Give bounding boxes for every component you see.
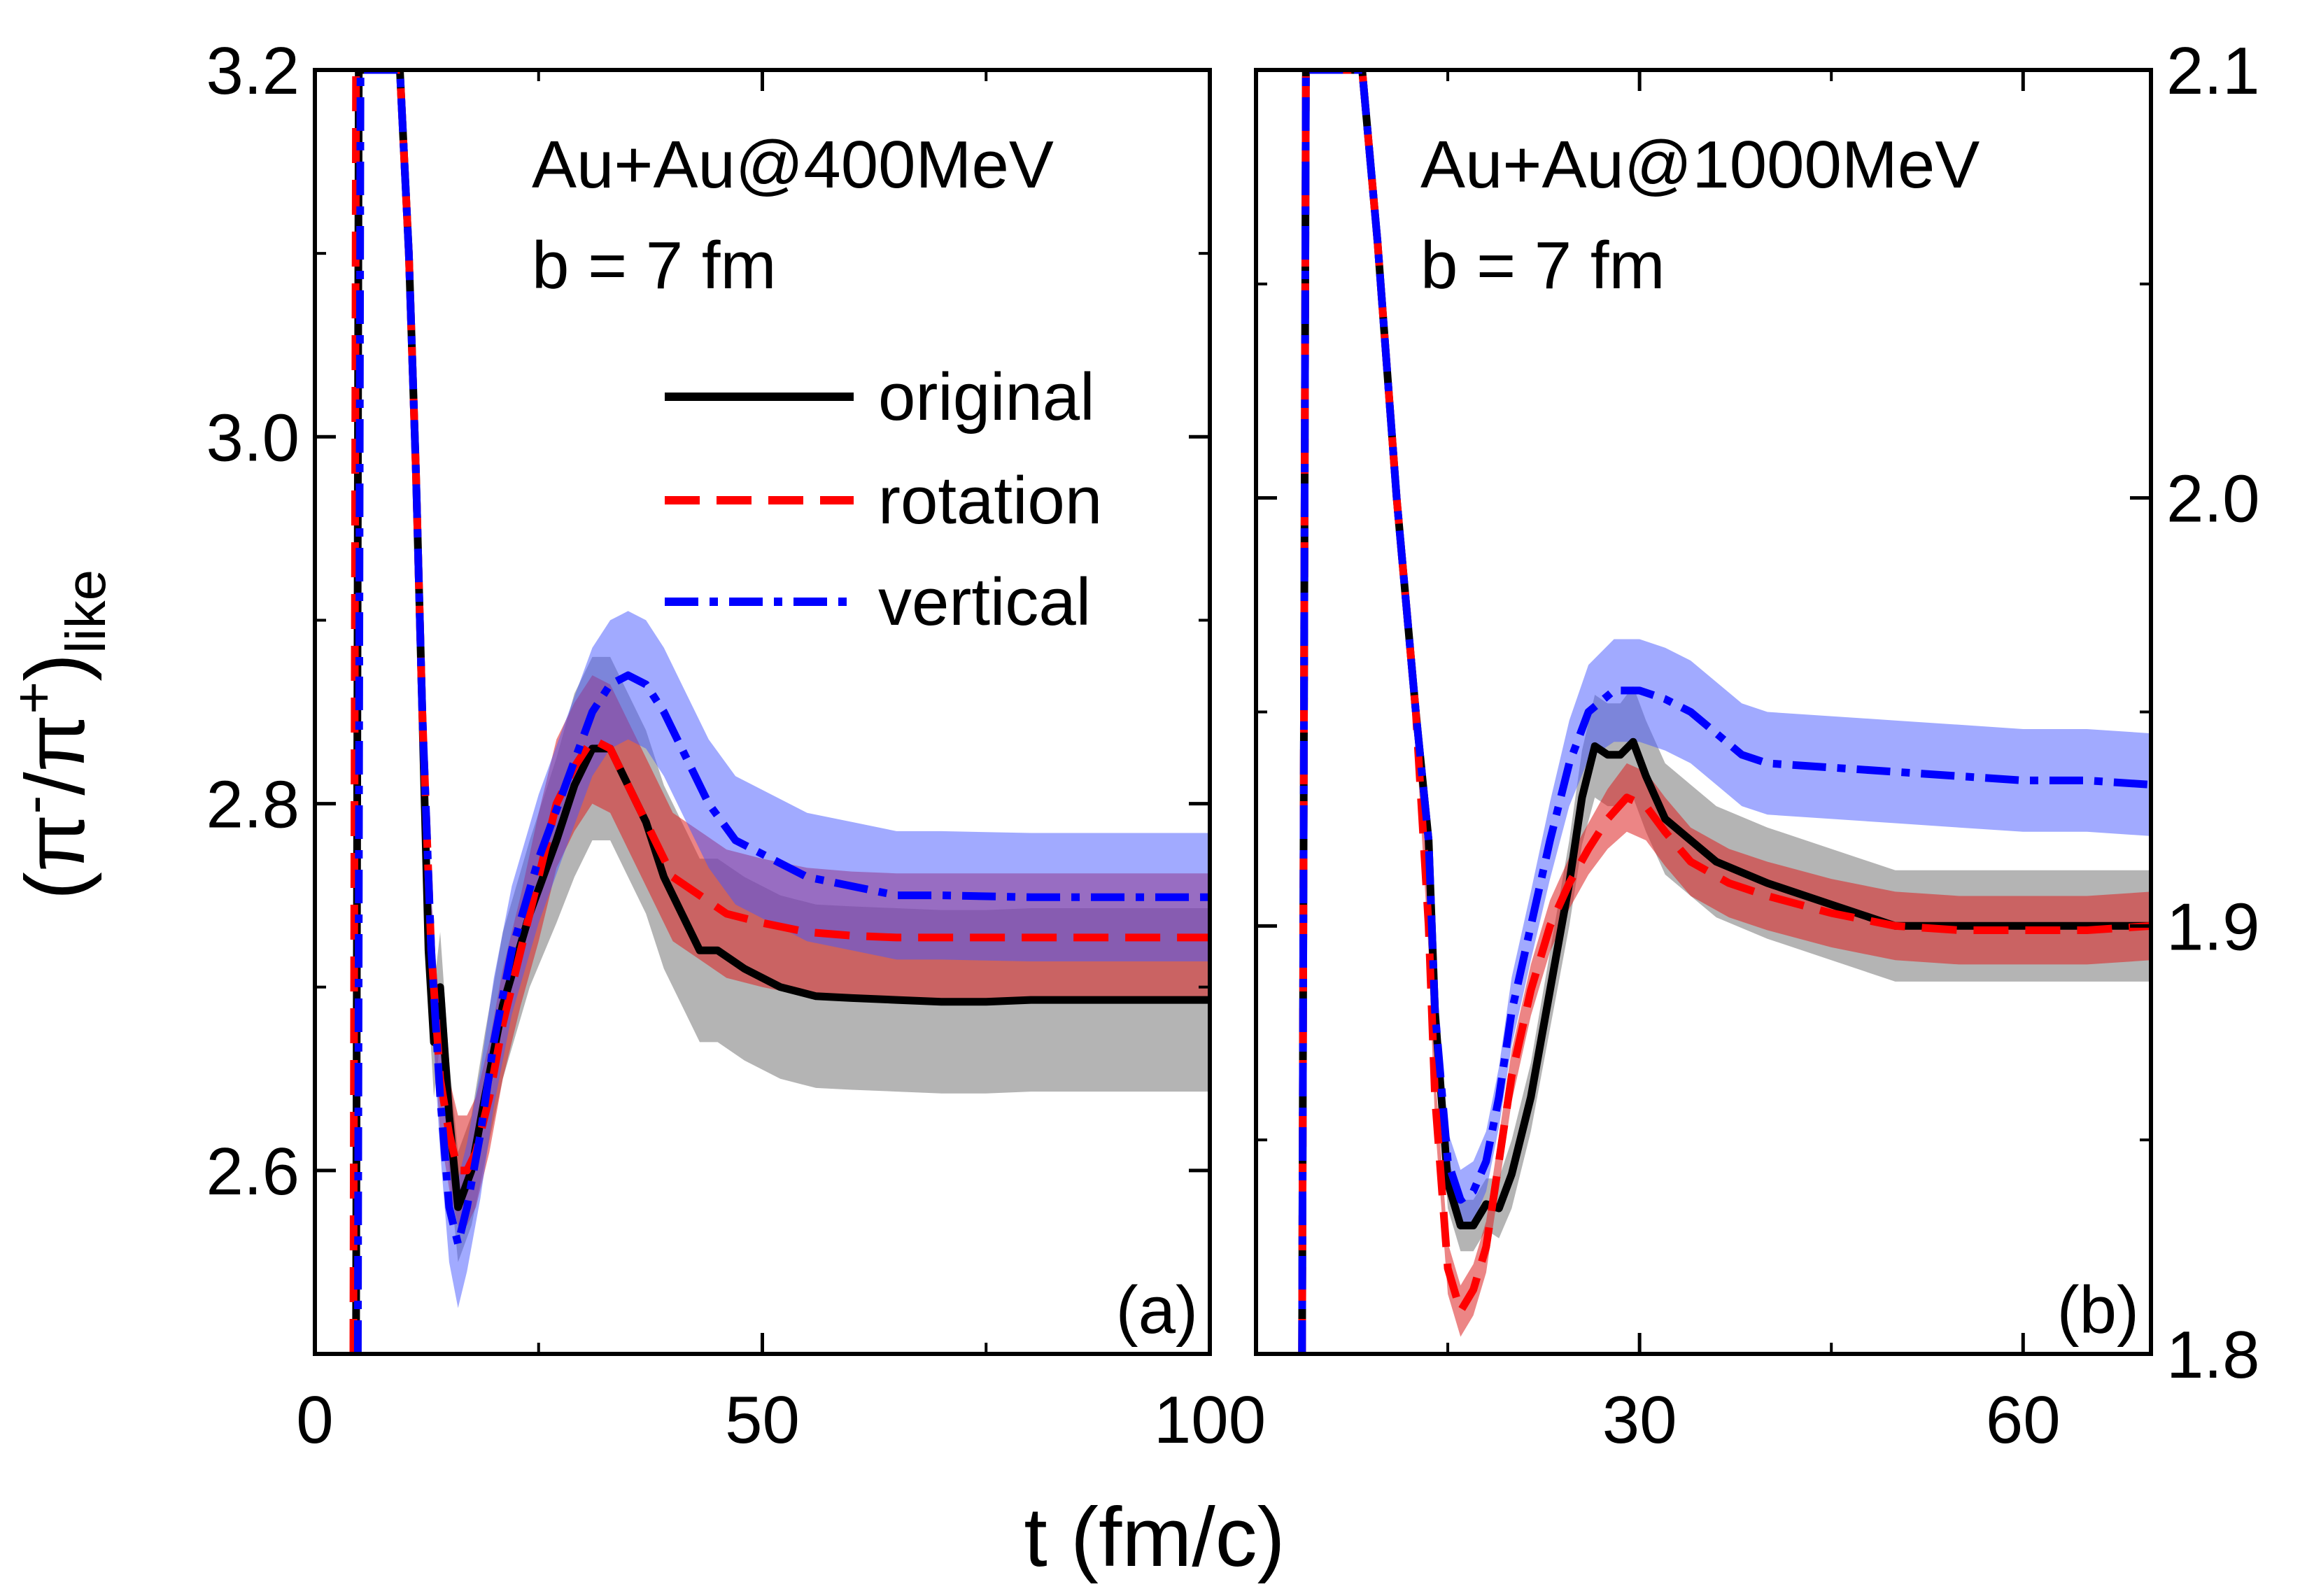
panel-b-subtitle: b = 7 fm (1420, 228, 1665, 303)
panel-a-title: Au+Au@400MeV (532, 127, 1054, 202)
panel-b: 30 601.81.92.02.1 Au+Au@1000MeV b = 7 fm … (1254, 34, 2259, 1457)
y-axis-title-sup1: - (2, 796, 64, 814)
panel-a-label: (a) (1116, 1273, 1198, 1348)
panel-b-vertical-error-band (1301, 70, 2151, 1354)
legend: original rotation vertical (665, 360, 1102, 640)
legend-rotation-label: rotation (878, 463, 1102, 538)
legend-vertical-label: vertical (878, 565, 1091, 640)
panel-a-original-error-band (355, 70, 1210, 1354)
panel-b-xtick-label: 60 (1986, 1383, 2061, 1457)
panel-a-xtick-label: 100 (1154, 1383, 1266, 1457)
panel-b-series-lines (1298, 70, 2151, 1354)
panel-b-ytick-label: 1.8 (2166, 1318, 2259, 1392)
panel-b-label: (b) (2057, 1273, 2139, 1348)
y-axis-title-mid: /π (8, 714, 102, 796)
panel-b-vertical-line (1298, 70, 2151, 1354)
panel-a-series-lines (349, 70, 1210, 1354)
panel-a-ytick-label: 2.8 (206, 768, 299, 842)
panel-b-title: Au+Au@1000MeV (1420, 127, 1980, 202)
y-axis-title-main: (π (8, 814, 102, 900)
y-axis-title-close: ) (8, 654, 102, 682)
y-axis-title: (π-/π+)like (2, 570, 117, 900)
panel-a-ticks: 0 50 100 2.6 2.8 3.0 3.2 (206, 34, 1267, 1457)
panel-b-xtick-label: 30 (1602, 1383, 1677, 1457)
panel-b-ytick-label: 2.0 (2166, 462, 2259, 537)
panel-a-rotation-line (349, 70, 1210, 1354)
panel-a-xtick-label: 50 (725, 1383, 800, 1457)
panel-a-subtitle: b = 7 fm (532, 228, 777, 303)
panel-b-ytick-label: 2.1 (2166, 34, 2259, 108)
x-axis-title: t (fm/c) (1024, 1490, 1285, 1584)
panel-a: 0 50 100 2.6 2.8 3.0 3.2 Au+Au@400MeV b = 7 fm… (206, 34, 1267, 1457)
legend-original-label: original (878, 360, 1095, 435)
y-axis-title-sub: like (55, 570, 117, 654)
panel-a-ytick-label: 3.2 (206, 34, 299, 108)
panel-a-error-bands (353, 70, 1210, 1354)
panel-b-error-bands (1301, 70, 2151, 1354)
panel-b-ytick-label: 1.9 (2166, 889, 2259, 964)
panel-a-xtick-label: 0 (296, 1383, 333, 1457)
panel-a-vertical-line (353, 70, 1210, 1354)
panel-a-ytick-label: 3.0 (206, 400, 299, 475)
panel-a-ytick-label: 2.6 (206, 1134, 299, 1209)
panel-a-vertical-error-band (358, 70, 1210, 1354)
y-axis-title-sup2: + (2, 682, 64, 714)
panel-b-ticks: 30 60 1.8 1.9 2.0 2.1 (1256, 34, 2259, 1457)
